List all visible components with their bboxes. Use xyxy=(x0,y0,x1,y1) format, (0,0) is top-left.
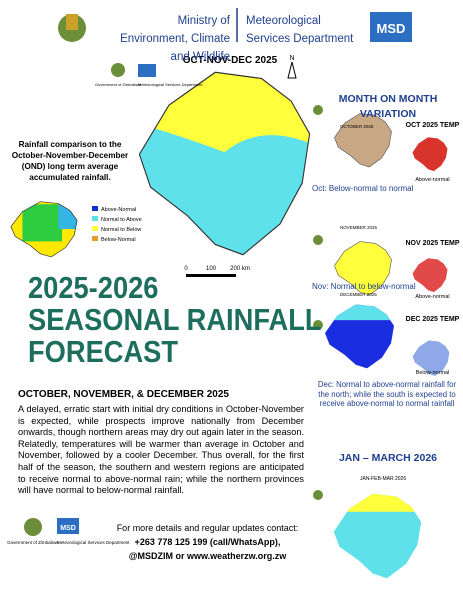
small-logos xyxy=(111,63,156,77)
logo-text: MSD xyxy=(377,21,406,36)
contact-logos xyxy=(24,518,79,536)
jfm-title: JAN – MARCH 2026 xyxy=(338,452,438,464)
contact-web: @MSDZIM or www.weatherzw.org.zw xyxy=(128,551,287,561)
panel-caption: Oct: Below-normal to normal xyxy=(312,184,414,193)
temp-title: NOV 2025 TEMP xyxy=(405,240,460,247)
comparison-map xyxy=(10,201,78,258)
temp-title: OCT 2025 TEMP xyxy=(405,122,460,129)
scale-label: 200 km xyxy=(230,266,250,272)
scale-bar xyxy=(186,274,236,277)
legend-label: Normal to Below xyxy=(101,227,141,233)
title-line: 2025-2026 xyxy=(28,270,159,305)
ministry: Ministry of Environment, Climate and Wil… xyxy=(120,15,230,63)
department: Meteorological Services Department xyxy=(246,15,354,45)
title-line: SEASONAL RAINFALL xyxy=(28,302,322,337)
main-map xyxy=(138,71,311,256)
map-title: OCTOBER 2025 xyxy=(340,124,374,129)
scale-label: 0 xyxy=(184,266,188,272)
msd-label: Meteorological Services Department xyxy=(138,82,203,87)
coat-of-arms xyxy=(58,14,86,42)
temp-label: Above-normal xyxy=(415,177,450,183)
panel-caption: Nov: Normal to below-normal xyxy=(312,282,416,291)
map-title: OCT-NOV-DEC 2025 xyxy=(183,55,278,66)
temp-label: Below-normal xyxy=(415,370,450,376)
map-title: NOVEMBER 2025 xyxy=(340,225,378,230)
main-title: 2025-2026 SEASONAL RAINFALL FORECAST xyxy=(28,272,322,368)
gov-label: Government of Zimbabwe xyxy=(95,82,142,87)
side-logos xyxy=(313,105,323,500)
legend: Above-Normal Normal to Above Normal to B… xyxy=(92,206,142,243)
oct-temp-map xyxy=(412,137,448,172)
scale-label: 100 xyxy=(206,266,217,272)
jfm-map xyxy=(333,493,422,579)
dec-map xyxy=(325,304,394,369)
north-arrow xyxy=(287,61,297,79)
title-line: FORECAST xyxy=(28,334,179,369)
panel-caption: Dec: Normal to above-normal rainfall for… xyxy=(317,380,457,408)
msd-logo xyxy=(370,12,412,42)
sidebar-title: MONTH ON MONTH VARIATION xyxy=(338,93,438,120)
legend-label: Above-Normal xyxy=(101,207,136,213)
contact-intro: For more details and regular updates con… xyxy=(116,523,299,533)
gov-label: Government of Zimbabwe xyxy=(7,540,59,545)
logo-text: MSD xyxy=(60,525,76,532)
legend-label: Normal to Above xyxy=(101,217,142,223)
heading: OCTOBER, NOVEMBER, & DECEMBER 2025 xyxy=(18,389,229,400)
comparison-caption: Rainfall comparison to the October-Novem… xyxy=(11,140,129,182)
contact-phone: +263 778 125 199 (call/WhatsApp), xyxy=(134,537,281,547)
temp-title: DEC 2025 TEMP xyxy=(405,316,460,323)
map-title: DECEMBER 2025 xyxy=(340,292,377,297)
paragraph: A delayed, erratic start with initial dr… xyxy=(18,404,305,496)
contact: For more details and regular updates con… xyxy=(95,521,320,563)
temp-label: Above-normal xyxy=(415,294,450,300)
legend-label: Below-Normal xyxy=(101,237,136,243)
north-label: N xyxy=(289,55,294,62)
map-title: JAN-FEB-MAR 2026 xyxy=(360,476,407,482)
msd-label: Meteorological Services Department xyxy=(57,540,130,545)
